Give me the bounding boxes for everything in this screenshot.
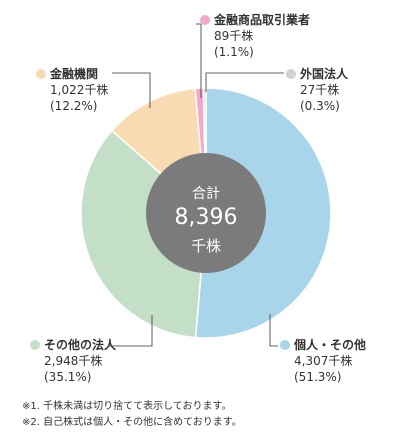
leader-other-corp [108,315,153,347]
center-total-value: 8,396 [174,205,238,230]
leader-individuals [269,314,278,347]
label-other-corp: その他の法人 2,948千株 (35.1%) [30,337,116,385]
label-other-corp-value: 2,948千株 [44,354,103,368]
label-other-corp-pct: (35.1%) [44,370,92,384]
legend-dot-other-corp [30,340,40,350]
legend-dot-financial [36,69,46,79]
label-other-corp-name: その他の法人 [44,338,117,352]
legend-dot-securities [200,15,210,25]
label-securities-value: 89千株 [214,29,254,43]
label-foreign-pct: (0.3%) [300,99,340,113]
label-securities: 金融商品取引業者 89千株 (1.1%) [200,12,310,60]
label-financial: 金融機関 1,022千株 (12.2%) [36,66,108,114]
center-total-unit: 千株 [190,237,221,255]
label-financial-name: 金融機関 [50,67,99,81]
leader-foreign [205,72,284,92]
footnote-2: ※2. 自己株式は個人・その他に含めております。 [22,417,242,428]
label-individuals-value: 4,307千株 [294,354,353,368]
label-financial-pct: (12.2%) [50,99,98,113]
footnote-1: ※1. 千株未満は切り捨てて表示しております。 [22,401,232,412]
center-total-label: 合計 [192,186,220,202]
pie-slice-other_corp [80,129,207,339]
label-foreign-value: 27千株 [300,83,340,97]
legend-dot-foreign [286,69,296,79]
label-foreign: 外国法人 27千株 (0.3%) [286,66,348,114]
center-disc [146,153,266,273]
leader-financial [112,72,151,108]
label-individuals: 個人・その他 4,307千株 (51.3%) [280,337,366,385]
center-total: 合計 8,396 千株 [146,153,266,273]
label-securities-name: 金融商品取引業者 [214,13,311,27]
label-individuals-name: 個人・その他 [294,338,367,352]
footnotes: ※1. 千株未満は切り捨てて表示しております。 ※2. 自己株式は個人・その他に… [22,399,242,431]
label-foreign-name: 外国法人 [300,67,349,81]
label-financial-value: 1,022千株 [50,83,109,97]
label-securities-pct: (1.1%) [214,45,254,59]
legend-dot-individuals [280,340,290,350]
label-individuals-pct: (51.3%) [294,370,342,384]
